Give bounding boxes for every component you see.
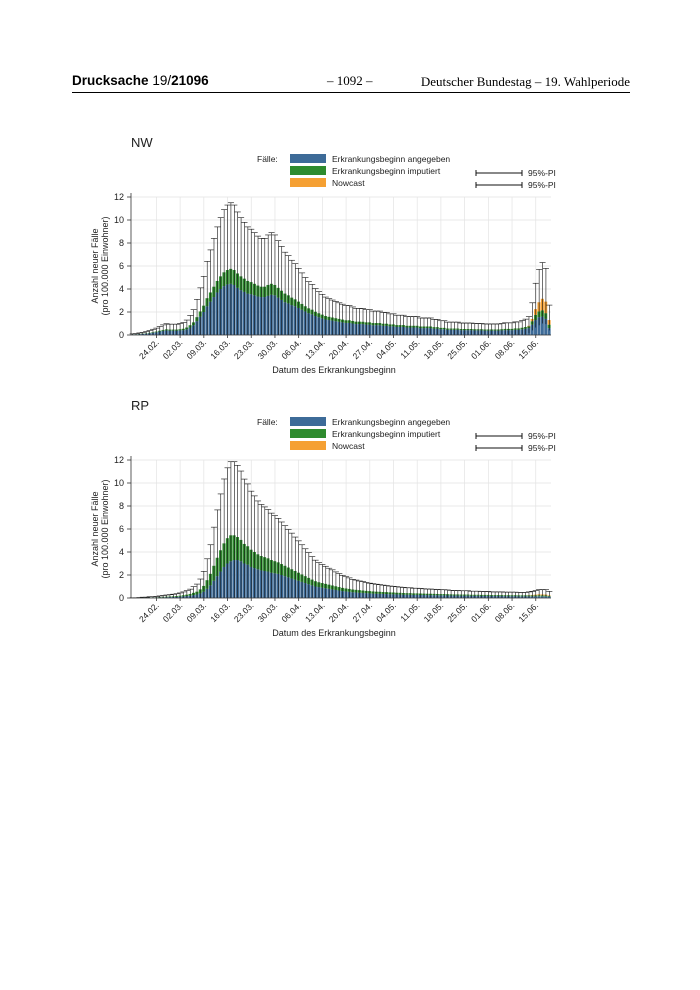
y-tick-label: 8 [119,238,124,248]
legend-entry: Erkrankungsbeginn angegeben [332,154,450,164]
bar-segment [540,596,544,598]
x-tick-label: 09.03. [184,337,208,361]
bar-segment [544,318,548,335]
x-tick-label: 02.03. [161,600,185,624]
x-tick-label: 23.03. [232,337,256,361]
legend-entry: Erkrankungsbeginn angegeben [332,417,450,427]
bar-segment [547,596,551,598]
y-tick-label: 4 [119,547,124,557]
x-tick-label: 18.05. [422,337,446,361]
x-tick-label: 16.03. [208,337,232,361]
x-tick-label: 04.05. [374,337,398,361]
x-tick-label: 20.04. [327,337,351,361]
doc-number: 21096 [171,73,209,88]
bar-segment [544,596,548,598]
chart-title: NW [131,135,153,150]
x-tick-label: 01.06. [469,600,493,624]
bar-segment [547,328,551,335]
bar-segment [534,596,538,598]
x-tick-label: 20.04. [327,600,351,624]
page-header: Drucksache 19/21096 – 1092 – Deutscher B… [72,70,630,93]
doc-label: Drucksache [72,73,149,88]
x-tick-label: 25.05. [445,337,469,361]
y-tick-label: 0 [119,593,124,603]
chart-title: RP [131,398,149,413]
x-tick-label: 24.02. [137,337,161,361]
x-tick-label: 18.05. [422,600,446,624]
y-axis-label-2: (pro 100.000 Einwohner) [100,479,110,578]
x-tick-label: 02.03. [161,337,185,361]
legend-pi-label: 95%-PI [528,431,556,441]
y-tick-label: 12 [114,455,124,465]
page-number: – 1092 – [327,73,373,88]
y-tick-label: 10 [114,478,124,488]
legend-title: Fälle: [257,154,278,164]
bar-segment [540,316,544,335]
y-tick-label: 8 [119,501,124,511]
x-tick-label: 11.05. [398,600,421,623]
error-bars [129,202,553,335]
x-tick-label: 27.04. [350,337,374,361]
x-tick-label: 13.04. [303,337,327,361]
legend-entry: Nowcast [332,178,365,188]
legend-swatch [290,441,326,450]
y-axis-label-2: (pro 100.000 Einwohner) [100,216,110,315]
x-tick-label: 23.03. [232,600,256,624]
y-axis-label: Anzahl neuer Fälle [90,228,100,303]
x-tick-label: 08.06. [493,600,517,624]
legend-pi-label: 95%-PI [528,180,556,190]
x-tick-label: 15.06. [516,337,540,361]
x-tick-label: 16.03. [208,600,232,624]
bar-segment [537,317,541,335]
y-tick-label: 10 [114,215,124,225]
x-tick-label: 11.05. [398,337,421,360]
y-axis-label: Anzahl neuer Fälle [90,491,100,566]
x-tick-label: 30.03. [256,337,280,361]
error-bars [129,461,553,599]
legend-entry: Erkrankungsbeginn imputiert [332,166,441,176]
x-axis-label: Datum des Erkrankungsbeginn [272,365,396,375]
legend-pi-label: 95%-PI [528,168,556,178]
x-tick-label: 30.03. [256,600,280,624]
legend-pi-label: 95%-PI [528,443,556,453]
legend: Fälle: Erkrankungsbeginn angegeben Erkrank… [257,154,556,190]
y-tick-label: 2 [119,307,124,317]
legend-entry: Erkrankungsbeginn imputiert [332,429,441,439]
x-tick-label: 13.04. [303,600,327,624]
y-tick-label: 0 [119,330,124,340]
legend-swatch [290,429,326,438]
chart-rp: RP Fälle: Erkrankungsbeginn angegeben Erkra… [90,398,556,638]
y-tick-label: 6 [119,261,124,271]
legend-swatch [290,178,326,187]
y-tick-label: 4 [119,284,124,294]
chart-nw: NW Fälle: Erkrankungsbeginn angegeben Erkra… [90,135,556,375]
y-tick-label: 6 [119,524,124,534]
x-tick-label: 25.05. [445,600,469,624]
legend-swatch [290,154,326,163]
x-axis-label: Datum des Erkrankungsbeginn [272,628,396,638]
x-tick-label: 15.06. [516,600,540,624]
legend-swatch [290,166,326,175]
doc-number-prefix: 19/ [152,73,172,88]
x-tick-label: 27.04. [350,600,374,624]
x-tick-label: 06.04. [279,600,303,624]
legend: Fälle: Erkrankungsbeginn angegeben Erkrank… [257,417,556,453]
x-tick-label: 24.02. [137,600,161,624]
legend-title: Fälle: [257,417,278,427]
institution-label: Deutscher Bundestag – 19. Wahlperiode [420,74,630,89]
document-number: Drucksache 19/21096 [72,73,209,88]
x-tick-label: 01.06. [469,337,493,361]
y-tick-label: 12 [114,192,124,202]
x-tick-label: 06.04. [279,337,303,361]
legend-entry: Nowcast [332,441,365,451]
bar-segment [537,596,541,598]
x-tick-label: 04.05. [374,600,398,624]
y-tick-label: 2 [119,570,124,580]
legend-swatch [290,417,326,426]
x-tick-label: 08.06. [493,337,517,361]
x-tick-label: 09.03. [184,600,208,624]
